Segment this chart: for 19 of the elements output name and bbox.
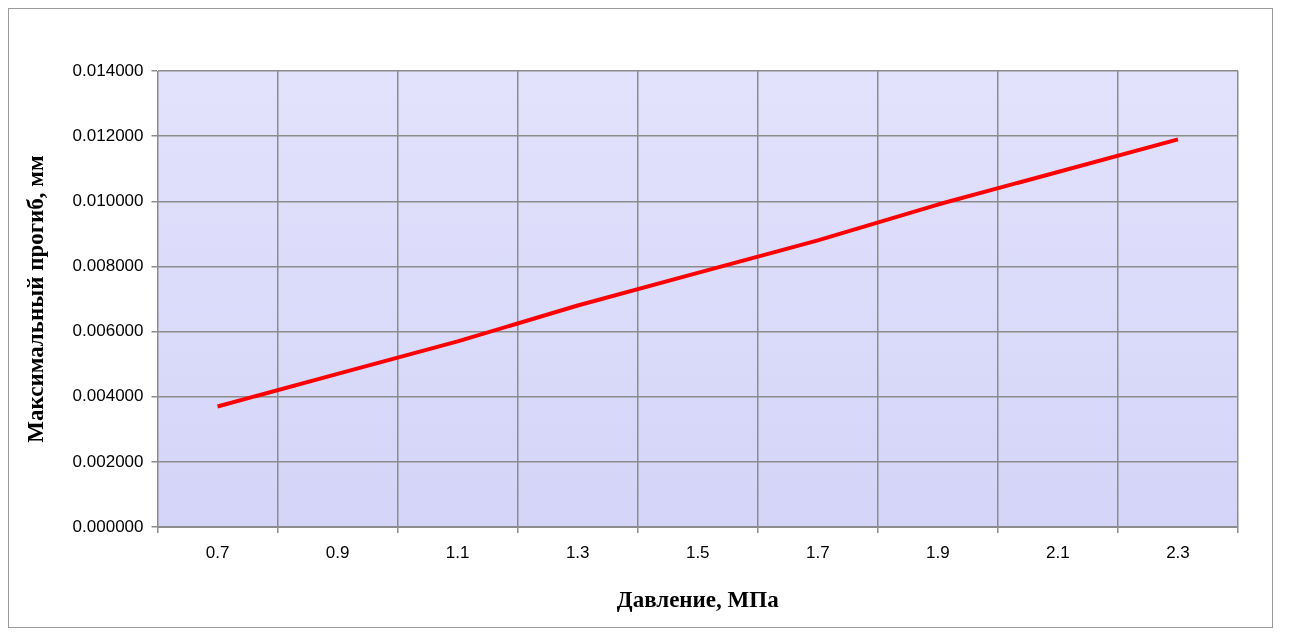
y-tick-label: 0.002000 [72,451,144,471]
x-tick-label: 1.7 [805,542,830,562]
y-tick-label: 0.004000 [72,386,144,406]
y-tick-label: 0.014000 [72,60,144,80]
x-tick-label: 1.5 [685,542,710,562]
x-tick-label: 0.9 [325,542,350,562]
x-tick-label: 2.1 [1046,542,1070,562]
x-tick-label: 2.3 [1166,542,1190,562]
y-tick-label: 0.012000 [72,125,144,145]
x-tick-label: 1.1 [445,542,470,562]
x-tick-label: 1.9 [926,542,950,562]
y-axis-title: Максимальный прогиб, мм [22,155,48,443]
x-tick-label: 0.7 [205,542,230,562]
y-tick-label: 0.006000 [72,321,144,341]
x-axis-title: Давление, МПа [616,587,780,613]
y-tick-label: 0.010000 [72,190,144,210]
y-tick-label: 0.000000 [72,516,144,536]
y-tick-label: 0.008000 [72,256,144,276]
x-tick-label: 1.3 [565,542,590,562]
